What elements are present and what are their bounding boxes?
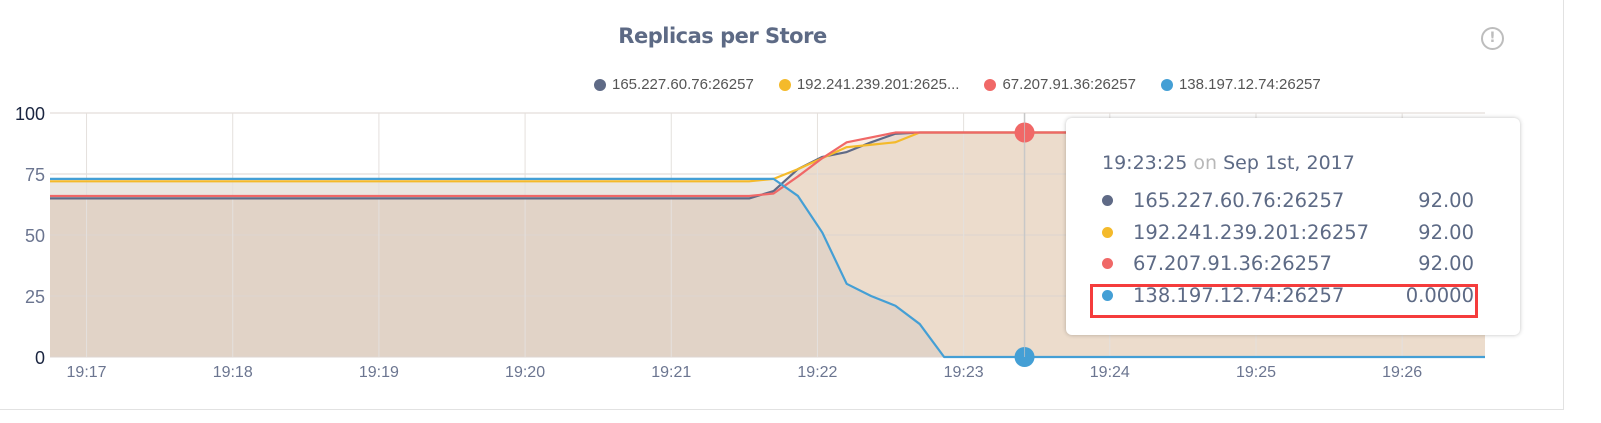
- x-tick-label: 19:17: [67, 364, 107, 381]
- tooltip-time: 19:23:25: [1102, 152, 1188, 174]
- tooltip-on: on: [1193, 152, 1218, 174]
- y-tick-label: 75: [25, 165, 45, 185]
- legend-label: 67.207.91.36:26257: [1002, 76, 1136, 93]
- y-tick-label: 100: [15, 104, 45, 124]
- series-dot-icon: [1102, 226, 1113, 238]
- tooltip: 19:23:25 on Sep 1st, 2017 165.227.60.76:…: [1066, 118, 1520, 335]
- legend-label: 165.227.60.76:26257: [612, 76, 754, 93]
- legend: 165.227.60.76:26257 192.241.239.201:2625.…: [594, 76, 1346, 93]
- legend-label: 138.197.12.74:26257: [1178, 76, 1321, 93]
- legend-dot-icon: [1160, 78, 1173, 91]
- chart-panel: [0, 0, 1564, 410]
- x-tick-label: 19:23: [944, 364, 984, 381]
- x-tick-label: 19:26: [1382, 364, 1422, 381]
- x-tick-label: 19:18: [213, 364, 253, 381]
- tooltip-series-value: 92.00: [1418, 252, 1474, 276]
- highlight-box: [1090, 284, 1478, 318]
- tooltip-series-name: 192.241.239.201:26257: [1133, 220, 1370, 244]
- chart-title: Replicas per Store: [618, 24, 827, 48]
- series-area: [50, 178, 1485, 357]
- y-tick-label: 50: [25, 226, 45, 246]
- tooltip-row: 67.207.91.36:26257 92.00: [1102, 248, 1474, 280]
- legend-dot-icon: [594, 78, 606, 91]
- tooltip-series-name: 165.227.60.76:26257: [1133, 189, 1345, 213]
- y-tick-label: 0: [35, 348, 45, 368]
- x-tick-label: 19:19: [359, 364, 399, 381]
- tooltip-date: Sep 1st, 2017: [1223, 152, 1355, 174]
- legend-dot-icon: [984, 78, 997, 91]
- series-dot-icon: [1102, 195, 1113, 207]
- tooltip-header: 19:23:25 on Sep 1st, 2017: [1102, 152, 1520, 174]
- tooltip-series-value: 92.00: [1418, 189, 1474, 213]
- tooltip-series-name: 138.197.12.74:26257: [1133, 283, 1345, 307]
- legend-item[interactable]: 192.241.239.201:2625...: [778, 76, 960, 93]
- legend-item[interactable]: 165.227.60.76:26257: [594, 76, 754, 93]
- series-line: [50, 177, 1485, 359]
- series-dot-icon: [1102, 258, 1113, 270]
- y-tick-label: 25: [25, 287, 45, 307]
- tooltip-series-name: 67.207.91.36:26257: [1133, 252, 1332, 276]
- series-dot-icon: [1102, 289, 1113, 301]
- tooltip-series-value: 0.0000: [1405, 283, 1474, 307]
- series-line: [50, 131, 1485, 198]
- legend-item[interactable]: 138.197.12.74:26257: [1160, 76, 1321, 93]
- legend-item[interactable]: 67.207.91.36:26257: [984, 76, 1136, 93]
- x-tick-label: 19:24: [1090, 364, 1130, 381]
- x-tick-label: 19:22: [797, 364, 837, 381]
- tooltip-row: 138.197.12.74:26257 0.0000: [1102, 280, 1474, 312]
- tooltip-series-value: 92.00: [1418, 220, 1474, 244]
- legend-label: 192.241.239.201:2625...: [796, 76, 960, 93]
- legend-dot-icon: [778, 78, 791, 91]
- x-tick-label: 19:21: [651, 364, 691, 381]
- x-tick-label: 19:20: [505, 364, 545, 381]
- tooltip-row: 165.227.60.76:26257 92.00: [1102, 185, 1474, 217]
- x-tick-label: 19:25: [1236, 364, 1276, 381]
- info-icon[interactable]: !: [1481, 27, 1504, 50]
- tooltip-row: 192.241.239.201:26257 92.00: [1102, 217, 1474, 249]
